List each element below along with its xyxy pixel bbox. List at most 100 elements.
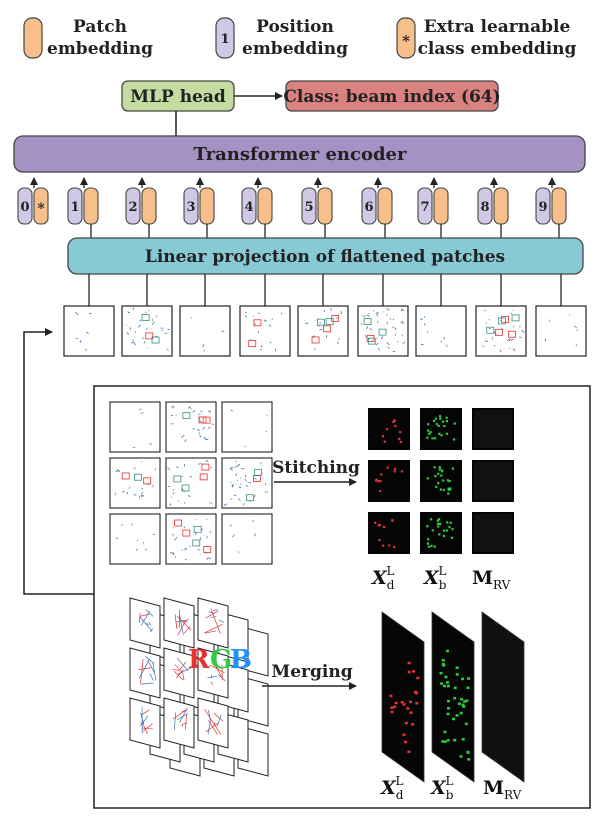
- map-pixel: [453, 422, 456, 425]
- token-pair-1: 1: [67, 177, 99, 238]
- stack-scatter: [210, 608, 221, 634]
- scatter-mark: [170, 496, 173, 499]
- map-pixel: [377, 480, 380, 483]
- scatter-mark: [221, 330, 225, 332]
- token-pair-6: 6: [361, 177, 393, 238]
- bbox-mark: [248, 340, 257, 347]
- scatter-mark: [242, 503, 246, 506]
- xd-label-top: XdL: [371, 564, 395, 592]
- scatter-mark: [253, 533, 256, 537]
- patch-embedding-token: [433, 187, 449, 225]
- position-token-label: 6: [364, 200, 373, 215]
- scatter-mark: [145, 327, 149, 331]
- scatter-mark: [199, 420, 202, 423]
- scatter-mark: [377, 347, 380, 351]
- patch-row: [63, 274, 587, 357]
- position-embedding-token: [361, 187, 377, 225]
- scatter-mark: [79, 340, 82, 343]
- map-pixel: [441, 479, 445, 482]
- scatter-mark: [499, 349, 502, 353]
- feedback-arrow: [23, 328, 94, 595]
- scatter-mark: [197, 413, 202, 416]
- scatter-mark: [420, 318, 423, 320]
- grid-patch-7: [109, 513, 161, 565]
- map-pixel: [439, 417, 442, 420]
- scatter-mark: [235, 473, 238, 477]
- stack-sheet: [129, 647, 161, 699]
- position-embedding-token: [477, 187, 493, 225]
- scatter-mark: [259, 348, 262, 351]
- scatter-mark: [400, 308, 405, 311]
- scatter-mark: [172, 491, 175, 495]
- stack-scatter: [176, 657, 189, 672]
- scatter-mark: [401, 322, 405, 325]
- slab-pixel: [443, 740, 447, 744]
- scatter-mark: [203, 349, 205, 352]
- scatter-mark: [264, 319, 266, 323]
- bbox-mark: [202, 416, 211, 424]
- patch-embedding-token: [551, 187, 567, 225]
- map-pixel: [442, 420, 445, 423]
- map-pixel: [392, 420, 395, 424]
- slab-pixel: [465, 699, 469, 702]
- stack-scatter: [140, 659, 144, 684]
- scatter-mark: [202, 344, 205, 348]
- mrv-label-top: MRV: [472, 567, 511, 592]
- scatter-mark: [183, 502, 186, 504]
- scatter-mark: [126, 491, 128, 495]
- scatter-mark: [114, 492, 117, 496]
- scatter-mark: [205, 459, 209, 463]
- scatter-mark: [132, 339, 134, 341]
- patch-frame: [297, 305, 349, 357]
- scatter-mark: [237, 497, 241, 502]
- scatter-mark: [231, 484, 234, 488]
- scatter-mark: [510, 312, 513, 315]
- bbox-mark: [198, 416, 207, 424]
- stack-scatter: [185, 714, 187, 730]
- position-token-label: 3: [186, 200, 195, 215]
- map-pixel: [431, 529, 434, 532]
- slab-pixel: [441, 662, 445, 666]
- map-pixel: [435, 485, 438, 488]
- slab-face: [381, 611, 425, 783]
- scatter-mark: [142, 337, 145, 340]
- merging-label: Merging: [271, 662, 352, 682]
- position-token-label: 5: [304, 200, 313, 215]
- stack-sheet: [129, 697, 161, 749]
- stack-scatter: [173, 709, 188, 720]
- bbox-mark: [363, 318, 372, 325]
- patch-embedding-token: [317, 187, 333, 225]
- scatter-mark: [202, 426, 206, 430]
- position-token-label: 8: [480, 200, 489, 215]
- slab-pixel: [441, 740, 445, 743]
- map-pixel: [448, 526, 451, 529]
- patch-tile-3: [179, 274, 231, 357]
- map-background: [368, 512, 410, 554]
- bbox-mark: [181, 484, 190, 492]
- stack-scatter: [139, 613, 141, 623]
- stack-scatter: [175, 669, 184, 679]
- legend-extra-swatch: [396, 17, 416, 59]
- map-pixel: [450, 536, 454, 539]
- scatter-mark: [198, 432, 201, 435]
- scatter-mark: [129, 327, 131, 331]
- scatter-mark: [172, 527, 175, 529]
- scatter-mark: [244, 478, 248, 482]
- map-pixel: [378, 539, 381, 542]
- class-token-symbol: *: [37, 201, 45, 217]
- scatter-mark: [271, 318, 274, 321]
- map-pixel: [388, 544, 391, 547]
- stack-scatter: [204, 630, 216, 634]
- transformer-encoder-box: [13, 135, 586, 173]
- patch-tile-6: [357, 274, 409, 357]
- map-pixel: [380, 473, 383, 476]
- scatter-mark: [484, 340, 488, 343]
- scatter-mark: [200, 410, 203, 413]
- token-pair-2: 2: [125, 177, 157, 238]
- map-pixel: [379, 489, 382, 493]
- stitching-label: Stitching: [272, 458, 360, 478]
- grid-patch-frame: [165, 457, 217, 509]
- stack-scatter: [138, 659, 150, 679]
- slab-pixel: [404, 740, 408, 744]
- scatter-mark: [89, 312, 92, 315]
